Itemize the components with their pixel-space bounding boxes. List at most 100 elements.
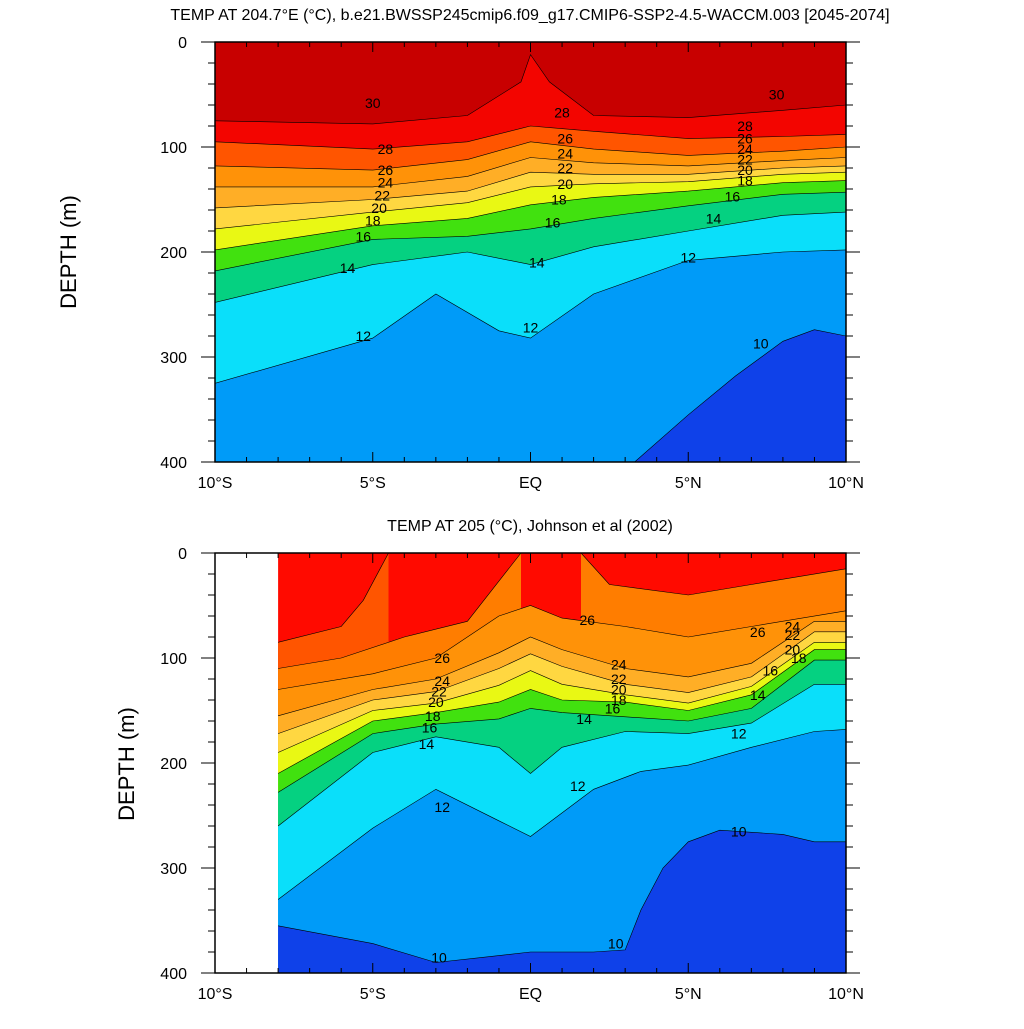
contour-label: 14 — [576, 711, 592, 727]
isotherm-line-26 — [278, 605, 846, 690]
x-tick-label: 5°N — [675, 986, 702, 1003]
lower-contour-labels: 2626262424242222222020201818181616161414… — [419, 612, 807, 965]
contour-label: 28 — [554, 104, 570, 120]
contour-label: 10 — [431, 949, 447, 965]
contour-label: 20 — [785, 642, 801, 658]
upper-temperature-field — [215, 42, 846, 462]
isotherm-line-10 — [634, 329, 846, 462]
contour-label: 10 — [753, 335, 769, 351]
x-tick-label: 10°N — [828, 986, 864, 1003]
y-tick-label: 300 — [160, 350, 187, 367]
isotherm-line-20 — [215, 171, 846, 230]
isotherm-line-22 — [215, 165, 846, 209]
contour-label: 24 — [378, 175, 394, 191]
upper-y-axis-label: DEPTH (m) — [56, 195, 81, 309]
contour-label: 20 — [428, 694, 444, 710]
lower-isotherm-lines — [277, 553, 846, 963]
lower-axes: 10°S 5°S EQ 5°N 10°N 0 100 200 300 400 — [160, 546, 864, 1003]
contour-label: 30 — [769, 87, 785, 103]
isotherm-line-18 — [215, 180, 846, 251]
contour-label: 26 — [434, 650, 450, 666]
isotherm-line-16 — [277, 659, 846, 793]
y-tick-label: 200 — [160, 245, 187, 262]
upper-panel-title: TEMP AT 204.7°E (°C), b.e21.BWSSP245cmip… — [170, 7, 889, 24]
upper-axes: 10°S 5°S EQ 5°N 10°N 0 100 200 300 400 — [160, 35, 864, 492]
contour-label: 10 — [731, 823, 747, 839]
contour-label: 24 — [785, 619, 801, 635]
y-tick-label: 100 — [160, 651, 187, 668]
isotherm-line-16 — [215, 191, 846, 272]
lower-panel-title: TEMP AT 205 (°C), Johnson et al (2002) — [387, 518, 673, 535]
contour-label: 30 — [365, 95, 381, 111]
y-tick-label: 400 — [160, 966, 187, 983]
contour-label: 14 — [419, 736, 435, 752]
contour-label: 20 — [611, 682, 627, 698]
contour-label: 10 — [608, 936, 624, 952]
isotherm-line-28 — [278, 553, 389, 643]
y-tick-label: 100 — [160, 140, 187, 157]
contour-label: 20 — [557, 176, 573, 192]
contour-label: 18 — [551, 192, 567, 208]
isotherm-line-20 — [277, 641, 846, 753]
contour-label: 12 — [434, 799, 450, 815]
contour-label: 26 — [750, 624, 766, 640]
isotherm-line-27 — [580, 553, 846, 596]
contour-label: 16 — [545, 215, 561, 231]
x-tick-label: 10°S — [198, 986, 233, 1003]
contour-label: 18 — [365, 213, 381, 229]
contour-label: 18 — [425, 708, 441, 724]
contour-label: 24 — [434, 673, 450, 689]
x-tick-label: 10°N — [828, 475, 864, 492]
x-tick-label: EQ — [519, 475, 542, 492]
contour-label: 16 — [725, 188, 741, 204]
contour-label: 12 — [356, 328, 372, 344]
upper-panel: TEMP AT 204.7°E (°C), b.e21.BWSSP245cmip… — [56, 7, 890, 492]
lower-panel: TEMP AT 205 (°C), Johnson et al (2002) D… — [114, 518, 864, 1003]
contour-label: 16 — [422, 719, 438, 735]
contour-label: 22 — [737, 152, 753, 168]
contour-label: 16 — [763, 663, 779, 679]
isotherm-line-22 — [277, 631, 846, 734]
isotherm-line-24 — [278, 620, 846, 717]
contour-label: 14 — [706, 210, 722, 226]
y-tick-label: 0 — [178, 35, 187, 52]
upper-isotherm-lines — [215, 53, 846, 462]
y-tick-label: 200 — [160, 756, 187, 773]
contour-label: 28 — [737, 118, 753, 134]
contour-label: 14 — [750, 687, 766, 703]
isotherm-line-26 — [215, 141, 846, 171]
isotherm-line-30 — [215, 53, 846, 125]
isotherm-fill-10 — [634, 329, 846, 462]
contour-label: 14 — [529, 255, 545, 271]
isotherm-fill-10 — [278, 830, 846, 973]
y-tick-label: 0 — [178, 546, 187, 563]
isotherm-line-24 — [215, 157, 846, 188]
contour-label: 26 — [557, 131, 573, 147]
contour-label: 22 — [557, 160, 573, 176]
x-tick-label: 5°N — [675, 475, 702, 492]
contour-label: 12 — [570, 778, 586, 794]
x-tick-label: 5°S — [360, 986, 386, 1003]
x-tick-label: 10°S — [198, 475, 233, 492]
contour-label: 26 — [580, 612, 596, 628]
contour-label: 12 — [523, 320, 539, 336]
y-tick-label: 300 — [160, 861, 187, 878]
contour-label: 28 — [378, 141, 394, 157]
isotherm-line-27 — [278, 553, 522, 669]
contour-label: 22 — [785, 627, 801, 643]
contour-label: 16 — [356, 228, 372, 244]
contour-label: 24 — [737, 141, 753, 157]
x-tick-label: EQ — [519, 986, 542, 1003]
contour-label: 26 — [737, 131, 753, 147]
y-tick-label: 400 — [160, 455, 187, 472]
contour-label: 18 — [737, 173, 753, 189]
contour-label: 22 — [431, 684, 447, 700]
contour-label: 16 — [605, 700, 621, 716]
contour-label: 12 — [731, 726, 747, 742]
isotherm-line-10 — [278, 829, 846, 963]
lower-temperature-field — [278, 553, 846, 973]
contour-label: 20 — [737, 162, 753, 178]
contour-label: 24 — [557, 145, 573, 161]
contour-label: 26 — [378, 162, 394, 178]
